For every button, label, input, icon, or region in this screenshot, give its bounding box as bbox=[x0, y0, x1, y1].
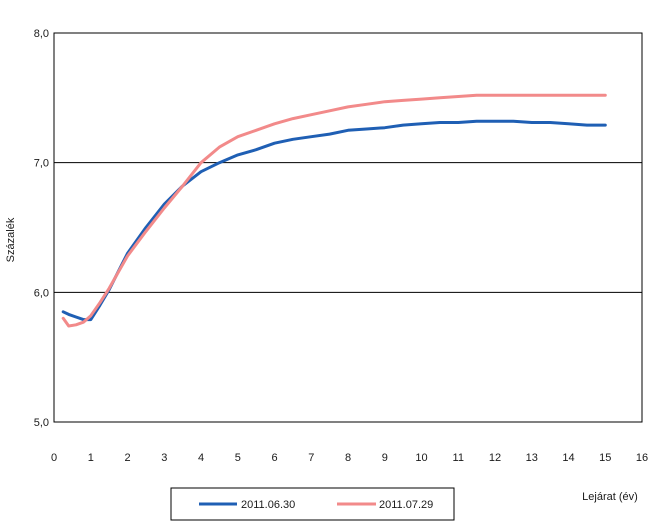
series-line-2011-07-29 bbox=[61, 93, 607, 328]
x-tick-label: 2 bbox=[124, 452, 130, 464]
x-tick-label: 10 bbox=[415, 452, 427, 464]
x-tick-label: 14 bbox=[562, 452, 574, 464]
plot-area bbox=[53, 32, 643, 423]
x-tick-label: 6 bbox=[271, 452, 277, 464]
x-tick-label: 15 bbox=[599, 452, 611, 464]
x-tick-label: 9 bbox=[382, 452, 388, 464]
x-tick-label: 3 bbox=[161, 452, 167, 464]
series-lines bbox=[61, 93, 607, 328]
y-tick-label: 5,0 bbox=[34, 417, 49, 429]
x-tick-label: 5 bbox=[235, 452, 241, 464]
x-tick-label: 7 bbox=[308, 452, 314, 464]
y-tick-label: 7,0 bbox=[34, 158, 49, 170]
y-axis-ticks: 5,0 6,0 7,0 8,0 bbox=[34, 28, 49, 429]
x-tick-label: 8 bbox=[345, 452, 351, 464]
y-tick-label: 8,0 bbox=[34, 28, 49, 40]
x-tick-label: 11 bbox=[453, 452, 464, 464]
x-tick-label: 13 bbox=[526, 452, 538, 464]
x-tick-label: 16 bbox=[636, 452, 648, 464]
x-tick-label: 4 bbox=[198, 452, 204, 464]
legend-label-2011-06-30: 2011.06.30 bbox=[241, 499, 295, 511]
y-axis-title: Százalék bbox=[5, 217, 17, 262]
legend-label-2011-07-29: 2011.07.29 bbox=[379, 499, 433, 511]
x-tick-label: 12 bbox=[489, 452, 501, 464]
gridlines bbox=[54, 162, 642, 293]
x-tick-label: 1 bbox=[88, 452, 94, 464]
x-axis-title: Lejárat (év) bbox=[582, 491, 638, 503]
x-axis-ticks: 0 1 2 3 4 5 6 7 8 9 10 11 12 13 14 15 16 bbox=[51, 452, 648, 464]
x-tick-label: 0 bbox=[51, 452, 57, 464]
legend: 2011.06.30 2011.07.29 bbox=[170, 487, 455, 521]
y-tick-label: 6,0 bbox=[34, 287, 49, 299]
